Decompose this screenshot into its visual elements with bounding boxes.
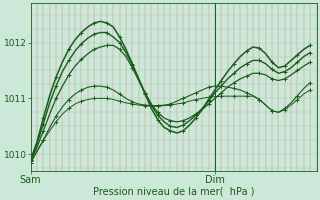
X-axis label: Pression niveau de la mer(  hPa ): Pression niveau de la mer( hPa ): [93, 187, 254, 197]
